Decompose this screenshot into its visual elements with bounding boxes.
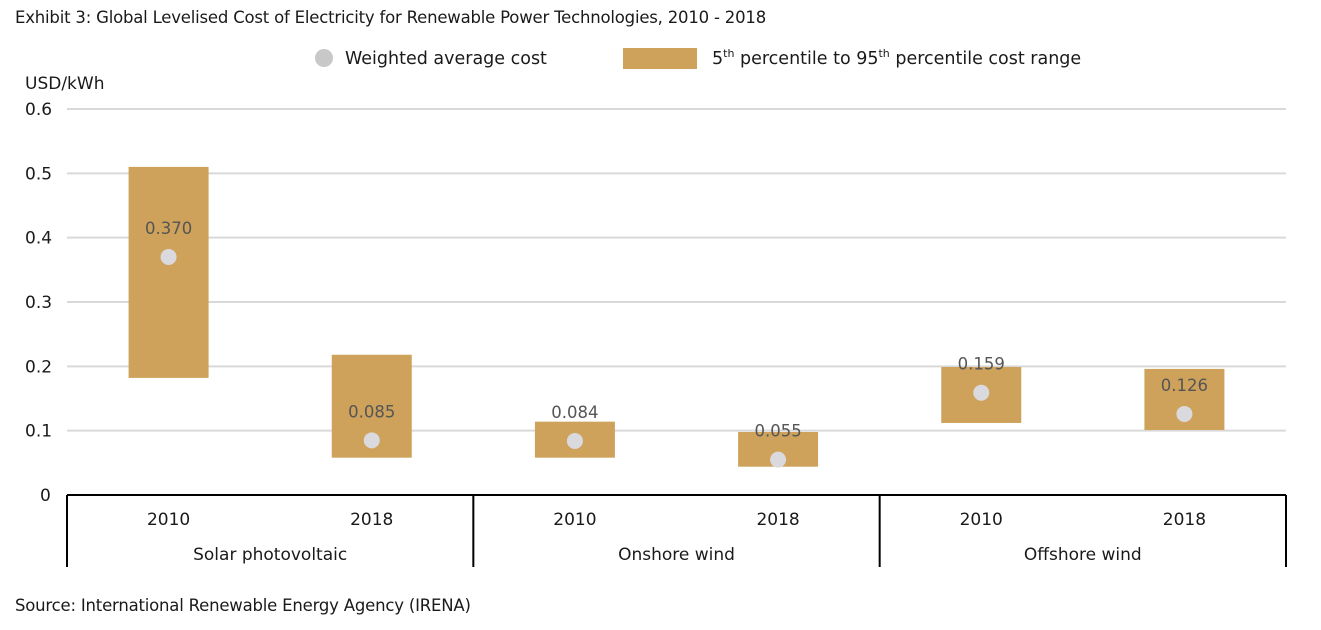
group-label: Onshore wind: [618, 545, 735, 565]
weighted-average-point: [363, 432, 380, 449]
y-tick-label: 0.5: [25, 164, 52, 184]
weighted-average-point: [566, 432, 583, 449]
x-tick-label: 2010: [960, 510, 1003, 530]
y-axis-label: USD/kWh: [25, 74, 104, 94]
range-bar: [128, 166, 209, 378]
data-label: 0.159: [958, 355, 1005, 374]
data-label: 0.085: [348, 402, 395, 421]
legend-avg-label: Weighted average cost: [345, 49, 547, 69]
x-tick-label: 2018: [756, 510, 799, 530]
gridlines: [67, 108, 1286, 432]
weighted-average-point: [1176, 405, 1193, 422]
y-axis-ticks: 0 0.1 0.2 0.3 0.4 0.5 0.6: [25, 100, 52, 506]
y-tick-label: 0.3: [25, 293, 52, 313]
data-label: 0.370: [145, 219, 192, 238]
group-label: Solar photovoltaic: [193, 545, 347, 565]
data-label: 0.055: [754, 422, 801, 441]
y-tick-label: 0.1: [25, 422, 52, 442]
y-tick-label: 0: [40, 486, 51, 506]
legend-range-swatch-icon: [623, 48, 697, 69]
weighted-average-point: [973, 384, 990, 401]
x-tick-label: 2010: [147, 510, 190, 530]
x-tick-label: 2010: [553, 510, 596, 530]
y-tick-label: 0.6: [25, 100, 52, 120]
x-tick-label: 2018: [350, 510, 393, 530]
legend-avg-dot-icon: [315, 49, 333, 67]
legend: Weighted average cost 5th percentile to …: [315, 47, 1081, 69]
range-bars: 0.370 0.085 0.084 0.055 0.159 0.126: [128, 166, 1225, 468]
y-tick-label: 0.2: [25, 357, 52, 377]
group-label: Offshore wind: [1024, 545, 1142, 565]
chart-title: Exhibit 3: Global Levelised Cost of Elec…: [15, 8, 766, 27]
source-note: Source: International Renewable Energy A…: [15, 596, 471, 615]
y-tick-label: 0.4: [25, 229, 52, 249]
weighted-average-point: [770, 451, 787, 468]
weighted-average-point: [160, 248, 177, 265]
x-tick-label: 2018: [1163, 510, 1206, 530]
legend-range-label: 5th percentile to 95th percentile cost r…: [712, 47, 1081, 69]
data-label: 0.084: [551, 403, 598, 422]
data-label: 0.126: [1161, 376, 1208, 395]
